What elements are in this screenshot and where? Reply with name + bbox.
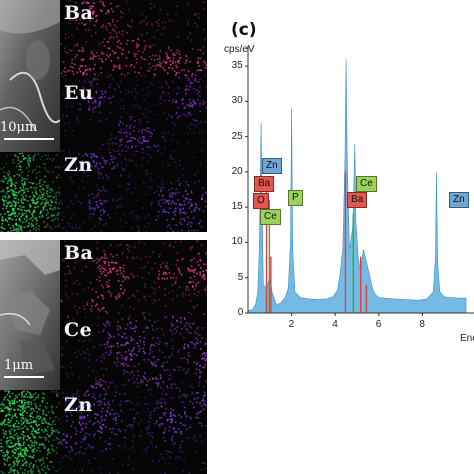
element-map-b-3: Zn — [60, 390, 207, 474]
y-tick-label-6: 30 — [231, 95, 243, 107]
panel-label-c: (c) — [231, 20, 257, 40]
sem-image-a: 10μm — [0, 0, 60, 152]
element-map-b-1: Ce — [60, 315, 207, 390]
scale-bar-label-a: 10μm — [0, 120, 38, 135]
y-axis-title: cps/eV — [224, 44, 255, 55]
element-label-b-3: Zn — [64, 394, 93, 416]
element-label-b-1: Ce — [64, 319, 93, 341]
x-axis-title: Ene — [460, 333, 474, 344]
element-label-a-3: Zn — [64, 154, 93, 176]
eds-map-panel-b: 1μm Ba Ce Zn Zn — [0, 240, 207, 474]
peak-label-ce-5: Ce — [356, 176, 377, 192]
y-tick-label-3: 15 — [231, 201, 243, 213]
y-tick-label-1: 5 — [237, 271, 244, 283]
element-label-a-1: Eu — [64, 82, 94, 104]
y-tick-label-0: 0 — [237, 307, 244, 318]
peak-label-o-2: O — [253, 193, 269, 209]
x-tick-label-2: 6 — [375, 319, 382, 330]
y-tick-label-4: 20 — [231, 165, 243, 177]
element-map-a-2: Zn — [0, 152, 60, 232]
x-tick-label-0: 2 — [288, 319, 295, 330]
scale-bar-label-b: 1μm — [4, 358, 34, 373]
y-tick-label-2: 10 — [231, 236, 243, 248]
y-tick-label-5: 25 — [231, 130, 243, 142]
x-tick-label-1: 4 — [332, 319, 338, 330]
peak-label-ba-6: Ba — [347, 192, 368, 208]
eds-map-panel-a: 10μm Ba Eu Zn Zn — [0, 0, 207, 232]
element-map-a-3: Zn — [60, 152, 207, 232]
peak-label-zn-0: Zn — [262, 158, 282, 174]
element-label-b-0: Ba — [64, 242, 94, 264]
peak-label-p-4: P — [288, 190, 303, 206]
peak-label-ce-3: Ce — [260, 209, 281, 225]
element-map-b-2: Zn — [0, 390, 60, 474]
element-label-a-0: Ba — [64, 2, 94, 24]
element-map-b-0: Ba — [60, 240, 207, 315]
sem-image-b: 1μm — [0, 240, 60, 390]
x-tick-label-3: 8 — [419, 319, 425, 330]
scale-bar-b — [4, 376, 44, 378]
peak-label-ba-1: Ba — [254, 176, 275, 192]
element-map-a-1: Eu — [60, 76, 207, 152]
element-map-a-0: Ba — [60, 0, 207, 76]
y-tick-label-7: 35 — [231, 60, 243, 72]
peak-label-zn-7: Zn — [449, 192, 469, 208]
scale-bar-a — [4, 138, 54, 140]
